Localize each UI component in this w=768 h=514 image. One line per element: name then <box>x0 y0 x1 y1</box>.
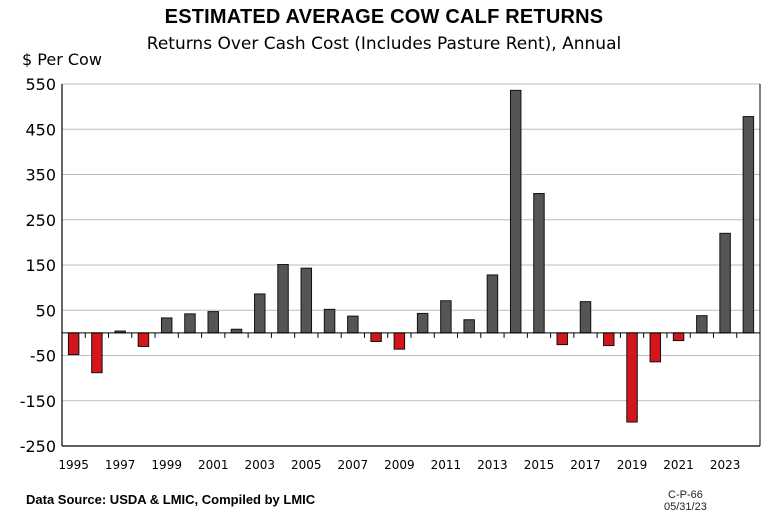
bar-2000 <box>184 313 196 334</box>
x-tick-label: 2005 <box>291 458 322 472</box>
chart-date: 05/31/23 <box>664 501 707 513</box>
bar-2020 <box>649 332 662 363</box>
x-tick-label: 2001 <box>198 458 229 472</box>
x-tick-label: 2017 <box>570 458 601 472</box>
bar-2010 <box>416 312 429 334</box>
bar-1996 <box>91 332 103 374</box>
chart-subtitle: Returns Over Cash Cost (Includes Pasture… <box>146 34 622 54</box>
x-tick-label: 2015 <box>524 458 555 472</box>
bar-2021 <box>672 332 685 342</box>
x-tick-label: 2009 <box>384 458 415 472</box>
x-tick-label: 2019 <box>617 458 648 472</box>
bar-2004 <box>277 264 289 334</box>
y-tick-label: 450 <box>25 120 56 139</box>
bar-2017 <box>579 301 592 334</box>
bar-2011 <box>440 300 452 334</box>
chart-code: C-P-66 05/31/23 <box>664 489 707 514</box>
chart-title: ESTIMATED AVERAGE COW CALF RETURNS <box>164 6 604 28</box>
y-tick-label: 350 <box>25 166 56 185</box>
bar-2019 <box>626 332 638 423</box>
bar-2024 <box>742 116 755 334</box>
x-tick-label: 2007 <box>338 458 369 472</box>
x-tick-label: 1997 <box>105 458 136 472</box>
bar-2018 <box>603 332 615 347</box>
y-axis-label: $ Per Cow <box>22 50 102 69</box>
bar-2002 <box>230 328 243 334</box>
y-tick-label: -250 <box>20 437 56 456</box>
chart-code-id: C-P-66 <box>668 489 703 501</box>
bar-1995 <box>67 332 80 356</box>
bar-2008 <box>370 332 382 342</box>
x-tick-label: 2021 <box>663 458 694 472</box>
x-tick-label: 2013 <box>477 458 508 472</box>
y-tick-label: 550 <box>25 75 56 94</box>
x-tick-label: 2023 <box>710 458 741 472</box>
y-tick-label: -50 <box>30 347 56 366</box>
bar-2007 <box>347 315 359 334</box>
x-tick-label: 2003 <box>244 458 275 472</box>
bar-2003 <box>254 293 266 334</box>
bar-2001 <box>207 311 219 334</box>
y-tick-label: -150 <box>20 392 56 411</box>
bar-2013 <box>486 274 499 334</box>
y-tick-label: 150 <box>25 256 56 275</box>
bar-2012 <box>463 319 475 334</box>
bar-2014 <box>509 89 522 334</box>
bar-2023 <box>719 232 731 334</box>
x-tick-label: 1999 <box>151 458 182 472</box>
bar-2006 <box>323 308 336 334</box>
bar-1998 <box>137 332 150 347</box>
bar-2022 <box>696 315 708 334</box>
bar-1999 <box>160 317 173 334</box>
y-tick-label: 50 <box>36 301 56 320</box>
data-source: Data Source: USDA & LMIC, Compiled by LM… <box>26 492 316 507</box>
bar-2005 <box>300 267 313 334</box>
x-tick-label: 2011 <box>431 458 462 472</box>
bar-2016 <box>556 332 568 346</box>
bar-2009 <box>393 332 406 350</box>
bar-2015 <box>533 193 545 334</box>
y-tick-label: 250 <box>25 211 56 230</box>
x-tick-label: 1995 <box>58 458 89 472</box>
